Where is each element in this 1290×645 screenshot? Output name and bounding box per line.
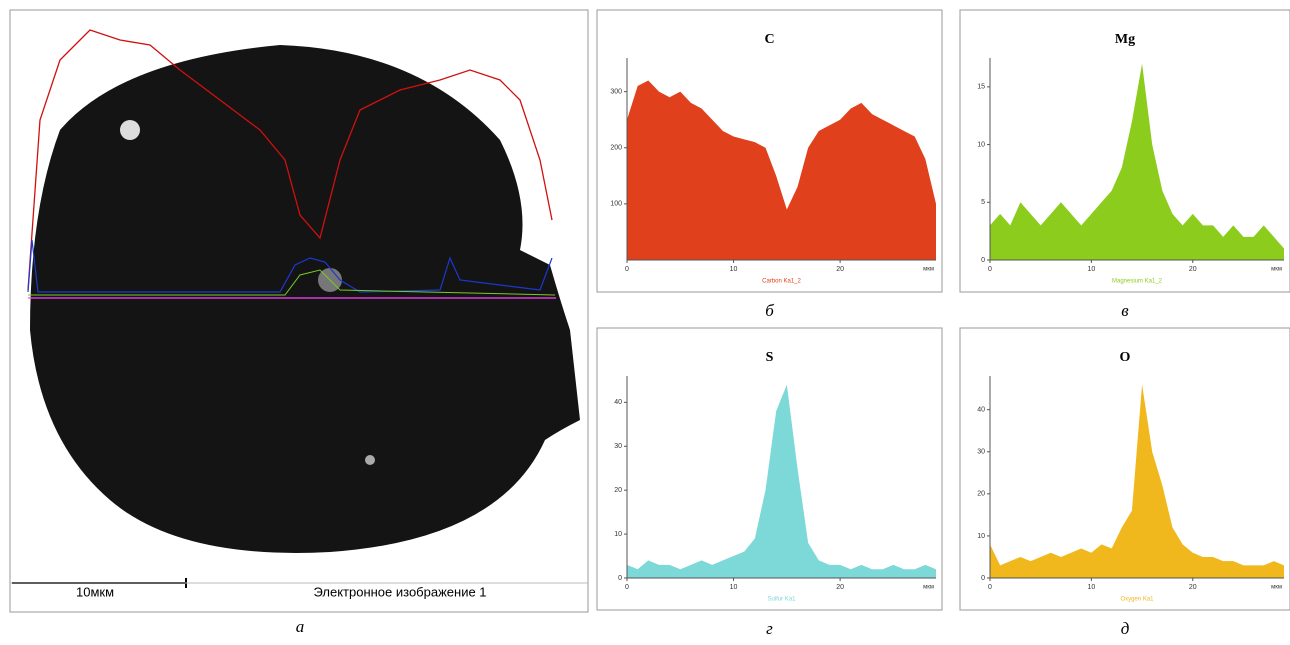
profile-area: [627, 80, 936, 260]
y-tick-label: 200: [610, 145, 622, 152]
profile-area: [990, 63, 1284, 261]
profile-area: [627, 384, 936, 578]
y-tick-label: 20: [614, 487, 622, 494]
y-tick-label: 15: [977, 84, 985, 91]
x-tick-label: 10: [1087, 266, 1095, 273]
x-axis-label: Carbon Ka1_2: [762, 279, 801, 285]
x-tick-label: 0: [625, 266, 629, 273]
image-caption: Электронное изображение 1: [313, 584, 486, 599]
x-tick-label: 10: [730, 584, 738, 591]
panel-letter: д: [1121, 619, 1130, 638]
blue-line-scan: [27, 239, 553, 293]
y-tick-label: 5: [981, 199, 985, 206]
chart-title: Mg: [1115, 32, 1135, 47]
x-unit: мкм: [923, 267, 934, 273]
y-tick-label: 0: [618, 575, 622, 582]
x-unit: мкм: [923, 585, 934, 591]
x-axis-label: Magnesium Ka1_2: [1112, 279, 1163, 285]
x-axis-label: Sulfur Ka1: [767, 597, 796, 603]
x-tick-label: 20: [836, 584, 844, 591]
y-tick-label: 100: [610, 201, 622, 208]
bright-spot: [365, 455, 375, 465]
x-axis-label: Oxygen Ka1: [1120, 597, 1154, 603]
y-tick-label: 300: [610, 89, 622, 96]
x-unit: мкм: [1271, 267, 1282, 273]
x-tick-label: 0: [625, 584, 629, 591]
x-unit: мкм: [1271, 585, 1282, 591]
y-tick-label: 0: [981, 575, 985, 582]
sem-particle: [30, 45, 580, 553]
y-tick-label: 40: [614, 399, 622, 406]
y-tick-label: 0: [981, 257, 985, 264]
panel-letter: г: [766, 619, 773, 638]
profile-area: [990, 384, 1284, 578]
panel-letter: в: [1121, 301, 1129, 320]
chart-title: S: [766, 350, 774, 365]
y-tick-label: 30: [614, 443, 622, 450]
x-tick-label: 10: [1087, 584, 1095, 591]
y-tick-label: 10: [977, 533, 985, 540]
x-tick-label: 20: [836, 266, 844, 273]
red-line-scan: [27, 29, 553, 291]
panel-letter: а: [296, 617, 305, 636]
chart-title: C: [764, 32, 774, 47]
chart-title: O: [1120, 350, 1131, 365]
y-tick-label: 10: [977, 141, 985, 148]
x-tick-label: 10: [730, 266, 738, 273]
x-tick-label: 20: [1189, 266, 1197, 273]
y-tick-label: 20: [977, 491, 985, 498]
panel-letter: б: [765, 301, 774, 320]
x-tick-label: 0: [988, 584, 992, 591]
x-tick-label: 0: [988, 266, 992, 273]
scale-label: 10мкм: [76, 584, 114, 599]
y-tick-label: 10: [614, 531, 622, 538]
y-tick-label: 40: [977, 407, 985, 414]
bright-spot: [120, 120, 140, 140]
green-line-scan: [28, 269, 556, 296]
y-tick-label: 30: [977, 449, 985, 456]
x-tick-label: 20: [1189, 584, 1197, 591]
